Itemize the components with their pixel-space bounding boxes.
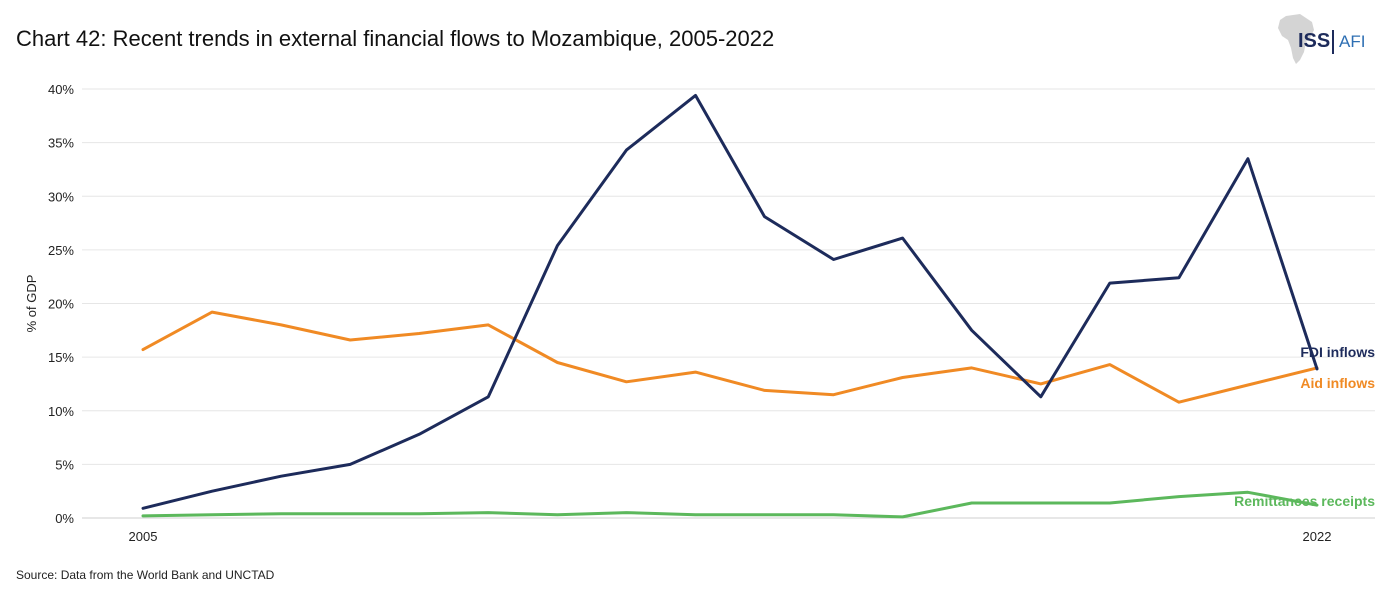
logo-separator — [1332, 30, 1334, 54]
y-tick-label: 20% — [48, 297, 74, 312]
y-tick-label: 0% — [55, 511, 74, 526]
chart-source: Source: Data from the World Bank and UNC… — [16, 568, 275, 582]
line-chart: 0% 5% 10% 15% 20% 25% 30% 35% 40% 2005 2022 % of GD… — [24, 82, 1375, 544]
y-axis-label: % of GDP — [24, 275, 39, 333]
y-tick-label: 5% — [55, 457, 74, 472]
logo-iss-text: ISS — [1298, 30, 1331, 52]
series-line-fdi-inflows — [141, 93, 1319, 510]
chart-title: Chart 42: Recent trends in external fina… — [16, 26, 775, 51]
series-label-aid-inflows: Aid inflows — [1300, 375, 1375, 391]
africa-map-icon — [1278, 14, 1314, 64]
y-tick-label: 10% — [48, 404, 74, 419]
series-label-fdi-inflows: FDI inflows — [1300, 344, 1375, 360]
series-label-remittances-receipts: Remittances receipts — [1234, 493, 1375, 509]
x-tick-label: 2022 — [1303, 529, 1332, 544]
x-tick-label: 2005 — [129, 529, 158, 544]
iss-afi-logo: ISS AFI — [1276, 12, 1372, 66]
y-tick-label: 25% — [48, 243, 74, 258]
y-tick-label: 40% — [48, 82, 74, 97]
y-tick-label: 15% — [48, 350, 74, 365]
series-line-remittances-receipts — [141, 490, 1319, 519]
y-tick-label: 35% — [48, 136, 74, 151]
logo-afi-text: AFI — [1339, 32, 1366, 51]
y-tick-label: 30% — [48, 189, 74, 204]
series-line-aid-inflows — [141, 310, 1319, 404]
